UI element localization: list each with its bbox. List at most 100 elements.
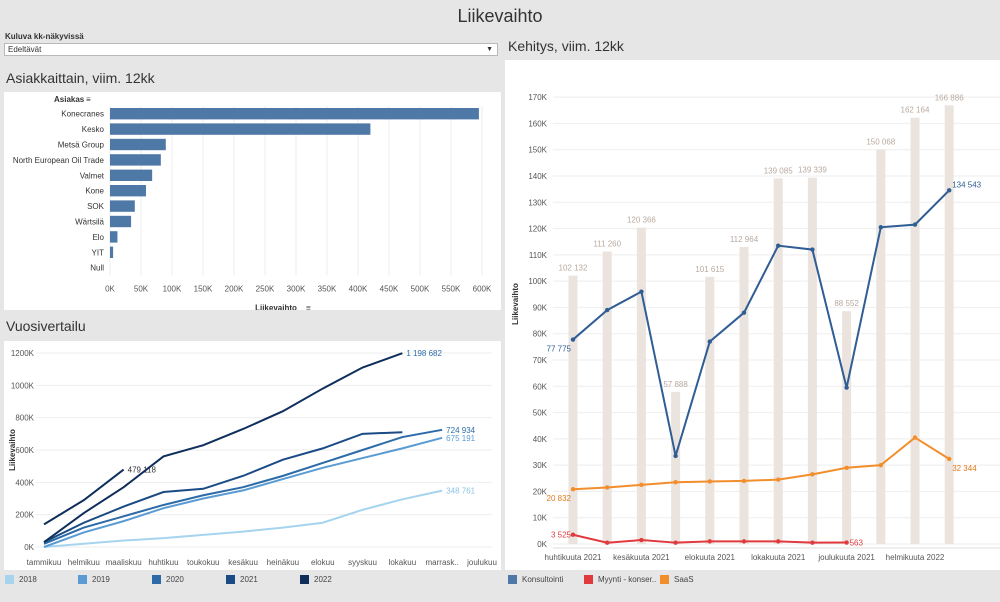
x-tick-label: lokakuu bbox=[389, 558, 417, 567]
series-point bbox=[570, 337, 576, 342]
y-axis-title: Liikevaihto bbox=[8, 429, 17, 471]
month-filter-dropdown[interactable]: Edeltävät ▼ bbox=[4, 43, 498, 56]
y-tick-label: 170K bbox=[528, 93, 547, 102]
x-tick-label: 100K bbox=[163, 284, 182, 293]
chevron-down-icon: ▼ bbox=[486, 46, 493, 53]
series-line bbox=[43, 436, 443, 548]
legend-item-Myynti - konser..[interactable]: Myynti - konser.. bbox=[584, 575, 656, 584]
customer-bar bbox=[110, 138, 166, 151]
yearly-chart-panel: 0K 200K 400K 600K 800K 1000K 1200K Liikevaihto t… bbox=[4, 341, 501, 570]
y-tick-label: 70K bbox=[533, 356, 548, 365]
series-point bbox=[707, 339, 712, 344]
series-line bbox=[43, 428, 443, 545]
series-point bbox=[570, 487, 576, 492]
y-tick-label: 140K bbox=[528, 172, 547, 181]
x-tick-label: kesäkuuta 2021 bbox=[613, 553, 670, 562]
x-tick-label: huhtikuu bbox=[148, 558, 178, 567]
series-line bbox=[572, 436, 950, 491]
total-label: 139 085 bbox=[764, 166, 793, 175]
x-tick-label: lokakuuta 2021 bbox=[751, 553, 806, 562]
legend-label: 2021 bbox=[240, 575, 258, 584]
x-tick-label: 0K bbox=[105, 284, 115, 293]
series-line bbox=[43, 431, 403, 544]
category-label: North European Oil Trade bbox=[13, 156, 105, 165]
series-point bbox=[878, 462, 883, 468]
legend-item-2020[interactable]: 2020 bbox=[152, 575, 184, 584]
y-tick-label: 400K bbox=[15, 478, 34, 487]
series-point bbox=[810, 540, 815, 545]
x-tick-label: huhtikuuta 2021 bbox=[545, 553, 602, 562]
yearly-line-chart: 0K 200K 400K 600K 800K 1000K 1200K Liikevaihto t… bbox=[8, 349, 497, 567]
legend-item-2019[interactable]: 2019 bbox=[78, 575, 110, 584]
legend-label: 2022 bbox=[314, 575, 332, 584]
total-bar bbox=[705, 276, 715, 544]
series-point bbox=[605, 485, 610, 490]
series-point bbox=[844, 540, 849, 545]
y-tick-label: 0K bbox=[24, 543, 34, 552]
customer-bar bbox=[110, 200, 135, 212]
total-bar bbox=[876, 149, 886, 544]
legend-item-2018[interactable]: 2018 bbox=[5, 575, 37, 584]
x-tick-label: marrask.. bbox=[426, 558, 459, 567]
legend-item-SaaS[interactable]: SaaS bbox=[660, 575, 694, 584]
series-end-label: 348 761 bbox=[446, 487, 475, 496]
y-tick-label: 100K bbox=[528, 277, 547, 286]
y-tick-label: 40K bbox=[533, 435, 548, 444]
x-tick-label: elokuuta 2021 bbox=[685, 553, 736, 562]
y-tick-label: 1000K bbox=[11, 381, 35, 390]
filter-value: Edeltävät bbox=[8, 45, 42, 54]
customers-chart-panel: 0K 50K 100K 150K 200K 250K 300K 350K 400K 450K 500… bbox=[4, 92, 501, 312]
category-label: Elo bbox=[92, 233, 104, 242]
total-label: 150 068 bbox=[866, 138, 895, 147]
customer-bar bbox=[110, 231, 118, 243]
series-point bbox=[810, 247, 815, 252]
legend-label: 2018 bbox=[19, 575, 37, 584]
series-point bbox=[912, 435, 918, 440]
total-label: 57 888 bbox=[663, 380, 688, 389]
series-point bbox=[707, 539, 712, 544]
series-line bbox=[43, 468, 125, 526]
total-bar bbox=[773, 178, 783, 544]
x-tick-label: syyskuu bbox=[348, 558, 377, 567]
total-label: 162 164 bbox=[901, 106, 930, 115]
legend-item-Konsultointi[interactable]: Konsultointi bbox=[508, 575, 563, 584]
total-label: 120 366 bbox=[627, 216, 656, 225]
series-point bbox=[912, 222, 918, 227]
y-tick-label: 1200K bbox=[11, 349, 35, 358]
trend-combo-chart: 0K 10K 20K 30K 40K 50K 60K 70K 80K 90K 100K 110K 120… bbox=[511, 93, 1000, 562]
customer-bar bbox=[110, 169, 153, 181]
total-bar bbox=[807, 177, 817, 544]
x-tick-label: 550K bbox=[442, 284, 461, 293]
y-tick-label: 90K bbox=[533, 303, 548, 312]
legend-item-2022[interactable]: 2022 bbox=[300, 575, 332, 584]
y-tick-label: 160K bbox=[528, 119, 547, 128]
legend-item-2021[interactable]: 2021 bbox=[226, 575, 258, 584]
x-tick-label: 500K bbox=[411, 284, 430, 293]
x-tick-label: joulukuuta 2021 bbox=[817, 553, 875, 562]
filter-label: Kuluva kk-näkyvissä bbox=[5, 32, 84, 41]
series-point bbox=[810, 472, 815, 477]
y-tick-label: 150K bbox=[528, 146, 547, 155]
legend-label: 2020 bbox=[166, 575, 184, 584]
x-tick-label: 450K bbox=[380, 284, 399, 293]
x-tick-label: helmikuuta 2022 bbox=[886, 553, 945, 562]
total-label: 111 260 bbox=[593, 240, 621, 249]
series-end-label: 724 934 bbox=[446, 426, 475, 435]
series-end-label: 479 118 bbox=[128, 466, 157, 475]
category-label: YIT bbox=[92, 248, 105, 257]
series-line bbox=[572, 189, 950, 457]
legend-label: Myynti - konser.. bbox=[598, 575, 657, 584]
x-tick-label: 400K bbox=[349, 284, 368, 293]
total-label: 88 552 bbox=[834, 299, 859, 308]
x-tick-label: 200K bbox=[225, 284, 244, 293]
series-line bbox=[43, 352, 403, 543]
series-first-label: 77 775 bbox=[547, 345, 572, 354]
customer-bar bbox=[110, 108, 479, 120]
total-label: 102 132 bbox=[559, 264, 588, 273]
series-point bbox=[605, 540, 610, 545]
series-point bbox=[673, 480, 678, 485]
customer-bar bbox=[110, 215, 132, 228]
y-tick-label: 30K bbox=[533, 461, 548, 470]
y-tick-label: 110K bbox=[529, 251, 548, 260]
total-bar bbox=[842, 311, 852, 544]
